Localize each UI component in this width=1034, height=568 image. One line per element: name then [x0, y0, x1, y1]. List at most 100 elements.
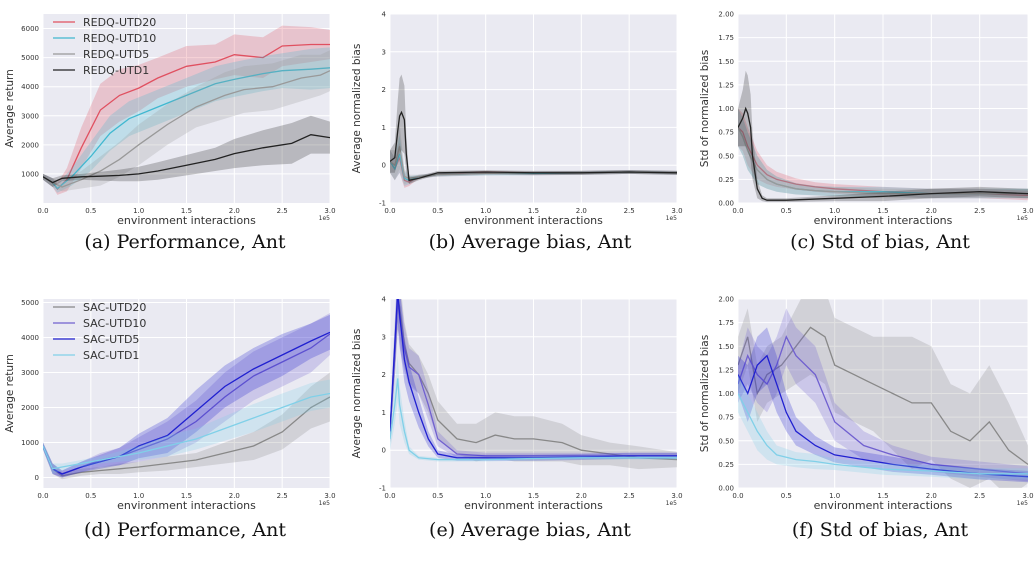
- y-tick-label: 4: [382, 11, 387, 19]
- series-band-redq-utd1: [738, 70, 1028, 203]
- series-band-redq-utd20: [43, 25, 330, 195]
- x-tick-label: 0.0: [384, 207, 395, 215]
- series-band-sac-utd1: [738, 374, 1028, 480]
- legend-label: REDQ-UTD20: [83, 16, 156, 29]
- y-tick-label: 1.00: [718, 390, 734, 398]
- y-tick-label: 3000: [21, 112, 39, 120]
- x-tick-label: 0.0: [37, 207, 48, 215]
- series-line-sac-utd5: [738, 354, 1028, 478]
- y-tick-label: 1.00: [718, 105, 734, 113]
- series-band-redq-utd1: [390, 74, 677, 185]
- x-tick-label: 3.0: [324, 207, 335, 215]
- x-tick-label: 1.5: [528, 207, 539, 215]
- chart-panel-4: 0.0 0.5 1.0 1.5 2.0 2.5 3.0 0 1000 2000 3000 4000 50…: [4, 299, 336, 512]
- subfigure-caption: (a) Performance, Ant: [84, 231, 286, 253]
- y-tick-label: 0.75: [718, 414, 734, 422]
- x-multiplier-label: 1e5: [319, 215, 331, 222]
- y-tick-label: 2.00: [718, 296, 734, 304]
- x-tick-label: 1.0: [829, 492, 840, 500]
- x-multiplier-label: 1e5: [666, 500, 678, 507]
- y-tick-label: 1.50: [718, 58, 734, 66]
- x-tick-label: 1.5: [877, 207, 888, 215]
- x-tick-label: 2.0: [926, 207, 937, 215]
- x-tick-label: 2.5: [974, 492, 985, 500]
- x-tick-label: 2.0: [229, 492, 240, 500]
- y-tick-label: 3: [382, 333, 386, 341]
- subfigure-caption: (d) Performance, Ant: [84, 519, 286, 541]
- y-tick-label: 1.75: [718, 319, 734, 327]
- y-axis-label: Average return: [4, 354, 16, 433]
- y-tick-label: 1: [382, 124, 386, 132]
- x-axis-label: environment interactions: [814, 214, 953, 227]
- y-tick-label: 2000: [21, 404, 39, 412]
- x-multiplier-label: 1e5: [666, 215, 678, 222]
- x-tick-label: 0.5: [781, 492, 792, 500]
- y-tick-label: 3: [382, 48, 386, 56]
- y-tick-label: 2.00: [718, 11, 734, 19]
- series-line-redq-utd5: [43, 70, 330, 188]
- legend-label: REDQ-UTD1: [83, 64, 149, 77]
- x-tick-label: 2.0: [926, 492, 937, 500]
- y-tick-label: 0: [382, 447, 386, 455]
- series-line-sac-utd5: [390, 299, 677, 459]
- x-multiplier-label: 1e5: [319, 500, 331, 507]
- x-tick-label: 0.0: [37, 492, 48, 500]
- y-tick-label: 0.25: [718, 176, 734, 184]
- series-band-redq-utd1: [43, 115, 330, 187]
- x-tick-label: 1.5: [528, 492, 539, 500]
- chart-panel-5: 0.0 0.5 1.0 1.5 2.0 2.5 3.0 -1 0 1 2 3 4 1e5 environme…: [351, 296, 683, 513]
- subfigure-caption: (b) Average bias, Ant: [428, 231, 632, 253]
- x-tick-label: 1.5: [877, 492, 888, 500]
- y-tick-label: 4: [382, 296, 387, 304]
- x-multiplier-label: 1e5: [1017, 500, 1029, 507]
- series-band-redq-utd10: [738, 108, 1028, 199]
- y-tick-label: 0.50: [718, 152, 734, 160]
- subfigure-caption: (e) Average bias, Ant: [429, 519, 631, 541]
- y-tick-label: 5000: [21, 54, 39, 62]
- series-band-sac-utd10: [738, 308, 1028, 482]
- y-tick-label: 1: [382, 409, 386, 417]
- chart-panel-6: 0.0 0.5 1.0 1.5 2.0 2.5 3.0 0.00 0.25 0.50 0.75 1.0…: [699, 296, 1034, 513]
- legend-label: SAC-UTD10: [83, 317, 146, 330]
- y-tick-label: -1: [379, 485, 386, 493]
- x-tick-label: 1.0: [133, 207, 144, 215]
- y-tick-label: 0: [382, 162, 386, 170]
- y-tick-label: 0: [35, 474, 39, 482]
- x-tick-label: 1.0: [133, 492, 144, 500]
- legend-label: SAC-UTD20: [83, 301, 146, 314]
- x-tick-label: 0.5: [432, 207, 443, 215]
- series-band-redq-utd20: [738, 108, 1028, 201]
- x-tick-label: 0.5: [781, 207, 792, 215]
- x-axis-label: environment interactions: [464, 214, 603, 227]
- series-line-redq-utd1: [738, 106, 1028, 201]
- x-tick-label: 3.0: [1022, 207, 1033, 215]
- series-band-redq-utd10: [390, 135, 677, 186]
- y-tick-label: 2: [382, 86, 386, 94]
- series-line-sac-utd20: [738, 326, 1028, 465]
- legend-label: SAC-UTD1: [83, 349, 139, 362]
- subfigure-caption: (f) Std of bias, Ant: [791, 519, 969, 541]
- x-tick-label: 0.5: [85, 207, 96, 215]
- series-line-sac-utd1: [43, 392, 330, 470]
- series-line-sac-utd1: [390, 378, 677, 461]
- y-tick-label: 1000: [21, 439, 39, 447]
- x-tick-label: 2.5: [624, 492, 635, 500]
- x-axis-label: environment interactions: [117, 214, 256, 227]
- x-multiplier-label: 1e5: [1017, 215, 1029, 222]
- x-tick-label: 3.0: [671, 492, 682, 500]
- subfigure-caption: (c) Std of bias, Ant: [790, 231, 970, 253]
- x-tick-label: 0.0: [384, 492, 395, 500]
- y-tick-label: -1: [379, 200, 386, 208]
- series-band-sac-utd10: [43, 313, 330, 478]
- y-axis-label: Std of normalized bias: [699, 50, 711, 167]
- chart-panel-1: 0.0 0.5 1.0 1.5 2.0 2.5 3.0 1000 2000 3000 4000 500…: [4, 14, 336, 227]
- series-line-redq-utd1: [390, 110, 677, 182]
- x-tick-label: 0.0: [732, 492, 743, 500]
- x-tick-label: 2.0: [576, 207, 587, 215]
- y-axis-label: Std of normalized bias: [699, 335, 711, 452]
- x-tick-label: 1.0: [829, 207, 840, 215]
- x-tick-label: 2.5: [277, 492, 288, 500]
- y-tick-label: 1.50: [718, 343, 734, 351]
